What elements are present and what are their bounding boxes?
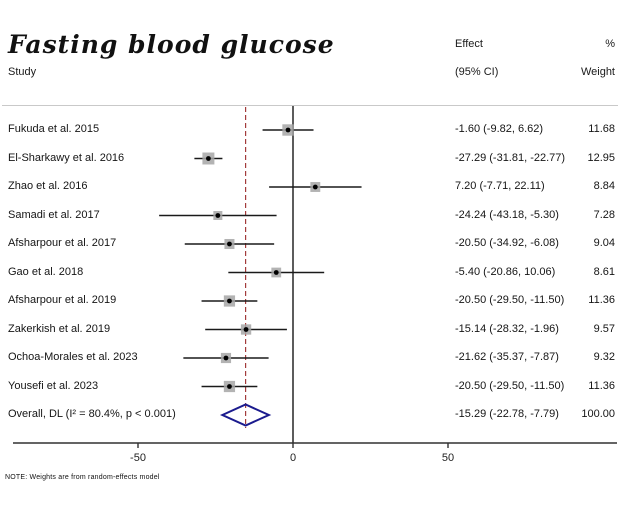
figure-title: Fasting blood glucose (8, 30, 335, 59)
study-name: El-Sharkawy et al. 2016 (8, 151, 125, 164)
effect-ci-value: -24.24 (-43.18, -5.30) (455, 208, 559, 221)
weight-value: 9.32 (593, 351, 615, 363)
effect-ci-value: -1.60 (-9.82, 6.62) (455, 123, 544, 135)
weight-value: 8.84 (593, 180, 615, 192)
effect-ci-value: -20.50 (-29.50, -11.50) (455, 379, 565, 392)
weight-value: 8.61 (593, 265, 615, 278)
x-axis-tick-label: 50 (441, 452, 455, 464)
effect-ci-value: -27.29 (-31.81, -22.77) (455, 151, 566, 164)
study-name: Yousefi et al. 2023 (8, 379, 99, 392)
overall-diamond (219, 403, 272, 427)
footnote: NOTE: Weights are from random-effects mo… (5, 474, 160, 481)
effect-point-marker (273, 270, 279, 275)
weight-value: 9.04 (593, 237, 615, 249)
effect-point-marker (227, 241, 232, 247)
column-header-percent: % (605, 38, 615, 50)
effect-ci-value: -21.62 (-35.37, -7.87) (455, 351, 559, 363)
effect-ci-value: -20.50 (-34.92, -6.08) (455, 237, 559, 249)
column-header-effect: Effect (455, 38, 483, 50)
effect-ci-value: -15.14 (-28.32, -1.96) (455, 322, 559, 335)
effect-ci-value: -5.40 (-20.86, 10.06) (455, 265, 556, 278)
overall-weight-value: 100.00 (581, 408, 615, 420)
study-name: Zhao et al. 2016 (8, 180, 88, 192)
effect-point-marker (227, 384, 232, 389)
effect-ci-value: -20.50 (-29.50, -11.50) (455, 294, 565, 306)
effect-point-marker (285, 127, 291, 133)
effect-point-marker (215, 213, 221, 218)
study-name: Ochoa-Morales et al. 2023 (8, 351, 138, 363)
overall-effect-ci-value: -15.29 (-22.78, -7.79) (455, 408, 559, 420)
study-name: Afsharpour et al. 2017 (8, 237, 117, 249)
effect-point-marker (227, 298, 232, 304)
effect-point-marker (312, 184, 318, 190)
overall-label: Overall, DL (I² = 80.4%, p < 0.001) (8, 408, 176, 420)
effect-point-marker (243, 327, 249, 332)
study-name: Fukuda et al. 2015 (8, 123, 100, 135)
header-divider-rule (2, 105, 618, 106)
effect-point-marker (223, 355, 229, 361)
column-header-study: Study (8, 66, 37, 78)
study-name: Samadi et al. 2017 (8, 208, 100, 221)
weight-value: 9.57 (593, 322, 615, 335)
x-axis-tick-label: -50 (130, 452, 146, 464)
weight-value: 11.36 (588, 294, 615, 306)
column-header-weight: Weight (580, 66, 615, 78)
weight-value: 7.28 (593, 208, 615, 221)
column-header-95ci: (95% CI) (455, 66, 499, 78)
weight-value: 12.95 (587, 151, 615, 164)
effect-point-marker (206, 156, 211, 161)
study-name: Zakerkish et al. 2019 (8, 322, 111, 335)
effect-ci-value: 7.20 (-7.71, 22.11) (455, 180, 545, 192)
weight-value: 11.68 (588, 123, 615, 135)
x-axis-tick-label: 0 (289, 452, 297, 464)
weight-value: 11.36 (588, 379, 615, 392)
study-name: Gao et al. 2018 (8, 265, 84, 278)
study-name: Afsharpour et al. 2019 (8, 294, 117, 306)
